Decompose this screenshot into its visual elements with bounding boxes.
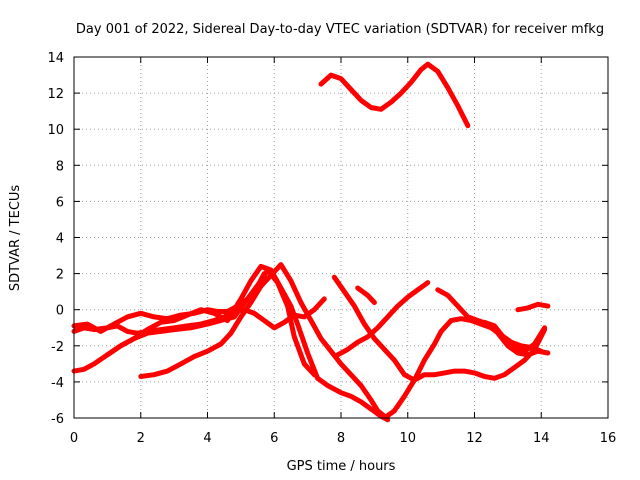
y-tick-label: -4 [51,376,64,391]
x-tick-label: 16 [600,431,617,446]
x-tick-label: 12 [466,431,483,446]
x-tick-label: 4 [203,431,211,446]
series-line-s6 [138,262,387,419]
y-axis-label: SDTVAR / TECUs [8,185,23,292]
series-line-s13 [355,285,377,305]
series-line-s12 [515,301,551,313]
chart-title: Day 001 of 2022, Sidereal Day-to-day VTE… [76,22,604,37]
y-tick-label: 0 [56,304,64,319]
series-line-s10 [435,287,551,358]
series-line-s8 [335,280,431,358]
x-tick-label: 8 [337,431,345,446]
x-tick-label: 2 [137,431,145,446]
y-tick-label: 4 [56,232,64,247]
series-line-s5 [104,263,391,423]
axis-ticks: 0 2 4 6 8 10 12 14 16 -6 -4 -2 0 2 4 6 8 10 12 14 [47,51,616,446]
series-line-s7 [331,274,548,383]
gridlines [74,57,608,418]
x-tick-label: 0 [70,431,78,446]
series-group [71,61,551,423]
y-tick-label: 2 [56,268,64,283]
y-tick-label: 6 [56,195,64,210]
x-axis-label: GPS time / hours [287,459,396,474]
series-line-s11 [482,319,548,354]
y-tick-label: 10 [47,123,64,138]
y-tick-label: 14 [47,51,64,66]
x-tick-label: 6 [270,431,278,446]
x-tick-label: 14 [533,431,550,446]
series-line-s1 [318,61,471,129]
y-tick-label: -2 [51,340,64,355]
x-tick-label: 10 [399,431,416,446]
y-tick-label: 8 [56,159,64,174]
y-tick-label: 12 [47,87,64,102]
y-tick-label: -6 [51,412,64,427]
series-line-s4 [71,271,267,334]
series-line-s9 [381,316,544,421]
